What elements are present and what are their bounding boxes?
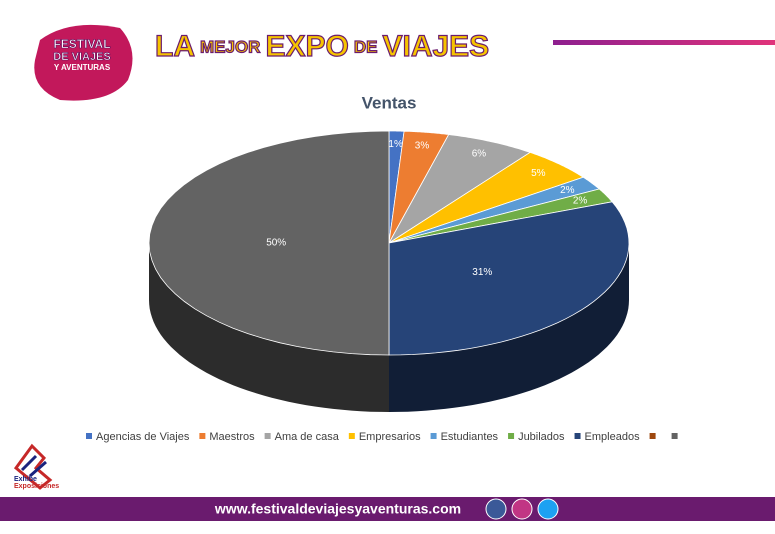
data-label: 1% <box>388 139 403 150</box>
header-word: VIAJES <box>382 30 489 63</box>
legend-swatch <box>199 433 206 439</box>
brand-text: Exposiciones <box>14 483 59 490</box>
logo: FESTIVAL DE VIAJES Y AVENTURAS <box>34 24 133 101</box>
brand-text: Exhibe <box>14 476 37 483</box>
facebook-icon[interactable] <box>485 498 507 520</box>
social-icons <box>485 498 559 520</box>
header-word: EXPO <box>265 30 348 63</box>
data-label: 31% <box>472 267 492 278</box>
brand-logo: Exhibe Exposiciones <box>13 443 59 490</box>
footer-bar <box>0 497 775 521</box>
data-label: 2% <box>560 185 575 196</box>
logo-text: DE VIAJES <box>53 51 110 63</box>
legend-label: Ama de casa <box>275 431 340 443</box>
brand-mark <box>20 454 47 478</box>
brand-mark <box>13 443 53 490</box>
instagram-icon[interactable] <box>511 498 533 520</box>
legend-label: Estudiantes <box>441 431 499 443</box>
legend-swatch <box>671 433 678 439</box>
slice <box>388 176 601 244</box>
twitter-icon[interactable] <box>537 498 559 520</box>
legend-label: Empleados <box>585 431 641 443</box>
slice <box>388 188 613 244</box>
legend-swatch <box>430 433 437 439</box>
legend-swatch <box>348 433 355 439</box>
header-line <box>553 40 775 45</box>
legend: Agencias de Viajes Maestros Ama de casa Emp… <box>86 431 678 443</box>
slice <box>148 130 390 356</box>
data-label: 5% <box>531 168 546 179</box>
legend-label: Jubilados <box>518 431 565 443</box>
slice-side <box>389 243 629 412</box>
legend-swatch <box>86 433 92 439</box>
header-word: DE <box>354 37 378 56</box>
legend-label: Empresarios <box>359 431 421 443</box>
pie: 1% 3% 6% 5% 2%2% 31% 50% <box>148 130 630 412</box>
header-word: LA <box>155 30 195 63</box>
data-label: 50% <box>266 238 286 249</box>
legend-swatch <box>574 433 581 439</box>
slice <box>388 151 585 244</box>
slice <box>388 134 532 244</box>
legend-label: Agencias de Viajes <box>96 431 190 443</box>
legend-swatch <box>264 433 271 439</box>
data-label: 3% <box>415 140 430 151</box>
legend-swatch <box>649 433 656 439</box>
slice <box>388 201 630 356</box>
slice-side <box>149 243 389 412</box>
header-word: MEJOR <box>200 37 260 56</box>
logo-text: Y AVENTURAS <box>54 63 111 72</box>
header-title: LA MEJOR EXPO DE VIAJES <box>154 29 489 63</box>
footer-url[interactable]: www.festivaldeviajesyaventuras.com <box>214 501 461 517</box>
data-label: 2% <box>573 196 588 207</box>
legend-label: Maestros <box>209 431 255 443</box>
logo-text: FESTIVAL <box>53 37 110 51</box>
legend-swatch <box>508 433 515 439</box>
data-label: 6% <box>472 148 487 159</box>
logo-blob <box>34 24 133 101</box>
chart-title: Ventas <box>362 93 417 112</box>
